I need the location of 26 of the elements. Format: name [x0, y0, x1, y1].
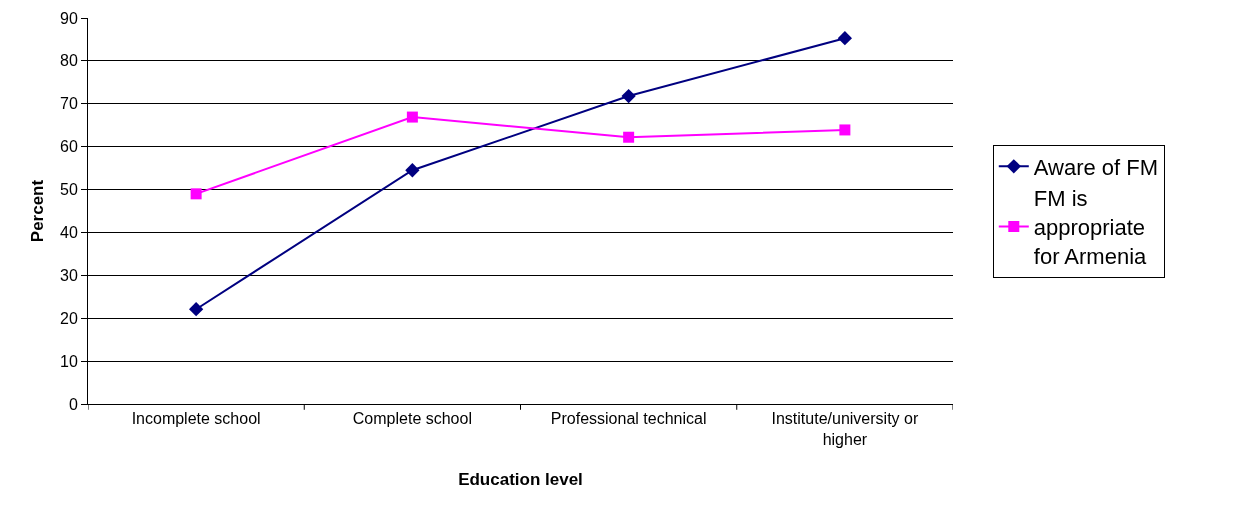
y-tick-label: 90 — [60, 9, 78, 27]
legend-label: FM is appropriate for Armenia — [1033, 186, 1148, 269]
legend-label: Aware of FM — [1033, 154, 1159, 180]
x-tick-label: Institute/university or higher — [771, 410, 919, 448]
point — [406, 111, 418, 123]
y-tick-label: 70 — [60, 95, 78, 113]
point — [405, 163, 420, 178]
y-tick-label: 10 — [60, 352, 78, 370]
y-tick-label: 50 — [60, 181, 78, 199]
point — [837, 31, 853, 46]
point — [190, 188, 202, 200]
y-tick-label: 40 — [60, 224, 78, 242]
point — [623, 131, 635, 143]
y-tick-label: 60 — [60, 138, 78, 156]
y-tick-label: 30 — [60, 266, 78, 284]
point — [839, 124, 851, 136]
y-tick-label: 20 — [60, 309, 78, 327]
point — [621, 88, 636, 104]
x-axis-title: Education level — [458, 470, 583, 490]
y-tick-label: 0 — [68, 395, 78, 413]
y-axis-title: Percent — [27, 179, 47, 243]
x-tick-label: Incomplete school — [131, 410, 261, 428]
x-tick-label: Professional technical — [550, 410, 707, 428]
x-tick-label: Complete school — [352, 410, 472, 428]
point — [188, 302, 204, 317]
y-tick-label: 80 — [60, 52, 78, 70]
